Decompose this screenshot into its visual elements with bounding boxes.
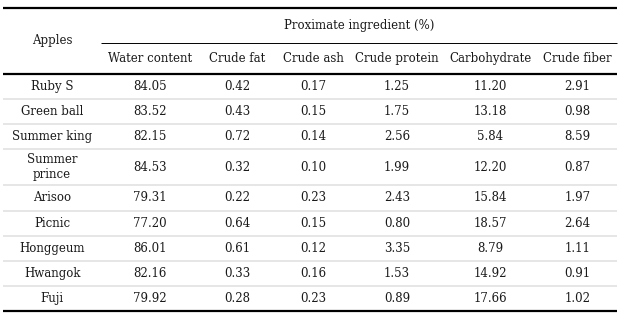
Text: 86.01: 86.01 [133,242,167,255]
Text: 84.05: 84.05 [133,80,167,93]
Text: Summer
prince: Summer prince [27,153,78,181]
Text: 77.20: 77.20 [133,217,167,230]
Text: 0.72: 0.72 [224,130,250,143]
Text: 12.20: 12.20 [474,161,507,174]
Text: 2.43: 2.43 [384,191,410,204]
Text: 79.31: 79.31 [133,191,167,204]
Text: 0.80: 0.80 [384,217,410,230]
Text: 0.64: 0.64 [224,217,250,230]
Text: 0.42: 0.42 [224,80,250,93]
Text: 0.32: 0.32 [224,161,250,174]
Text: 82.16: 82.16 [133,267,167,280]
Text: 0.23: 0.23 [300,191,326,204]
Text: 0.10: 0.10 [300,161,326,174]
Text: 8.79: 8.79 [477,242,503,255]
Text: Apples: Apples [32,34,73,48]
Text: Honggeum: Honggeum [19,242,85,255]
Text: 0.16: 0.16 [300,267,326,280]
Text: Picnic: Picnic [34,217,70,230]
Text: 15.84: 15.84 [474,191,507,204]
Text: Crude ash: Crude ash [283,52,343,65]
Text: 17.66: 17.66 [474,292,507,305]
Text: Crude protein: Crude protein [355,52,439,65]
Text: 2.56: 2.56 [384,130,410,143]
Text: 14.92: 14.92 [474,267,507,280]
Text: 0.91: 0.91 [564,267,590,280]
Text: 0.12: 0.12 [300,242,326,255]
Text: 82.15: 82.15 [133,130,167,143]
Text: 1.02: 1.02 [564,292,590,305]
Text: Hwangok: Hwangok [24,267,81,280]
Text: 8.59: 8.59 [564,130,590,143]
Text: Fuji: Fuji [40,292,64,305]
Text: 0.89: 0.89 [384,292,410,305]
Text: 0.87: 0.87 [564,161,590,174]
Text: 18.57: 18.57 [474,217,507,230]
Text: Water content: Water content [108,52,192,65]
Text: 0.15: 0.15 [300,217,326,230]
Text: 0.22: 0.22 [224,191,250,204]
Text: 5.84: 5.84 [477,130,503,143]
Text: 0.14: 0.14 [300,130,326,143]
Text: 1.53: 1.53 [384,267,410,280]
Text: 2.91: 2.91 [564,80,590,93]
Text: 1.97: 1.97 [564,191,590,204]
Text: 84.53: 84.53 [133,161,167,174]
Text: Summer king: Summer king [12,130,92,143]
Text: 79.92: 79.92 [133,292,167,305]
Text: 0.43: 0.43 [224,105,250,118]
Text: Crude fat: Crude fat [209,52,265,65]
Text: 0.61: 0.61 [224,242,250,255]
Text: Proximate ingredient (%): Proximate ingredient (%) [284,19,434,32]
Text: 11.20: 11.20 [474,80,507,93]
Text: 0.98: 0.98 [564,105,590,118]
Text: 1.75: 1.75 [384,105,410,118]
Text: 0.15: 0.15 [300,105,326,118]
Text: 3.35: 3.35 [384,242,410,255]
Text: 0.33: 0.33 [224,267,250,280]
Text: 0.23: 0.23 [300,292,326,305]
Text: Crude fiber: Crude fiber [543,52,612,65]
Text: Ruby S: Ruby S [31,80,73,93]
Text: 1.25: 1.25 [384,80,410,93]
Text: 13.18: 13.18 [474,105,507,118]
Text: Carbohydrate: Carbohydrate [450,52,531,65]
Text: 0.28: 0.28 [224,292,250,305]
Text: 1.99: 1.99 [384,161,410,174]
Text: Arisoo: Arisoo [33,191,71,204]
Text: Green ball: Green ball [21,105,83,118]
Text: 0.17: 0.17 [300,80,326,93]
Text: 1.11: 1.11 [564,242,590,255]
Text: 83.52: 83.52 [133,105,167,118]
Text: 2.64: 2.64 [564,217,590,230]
